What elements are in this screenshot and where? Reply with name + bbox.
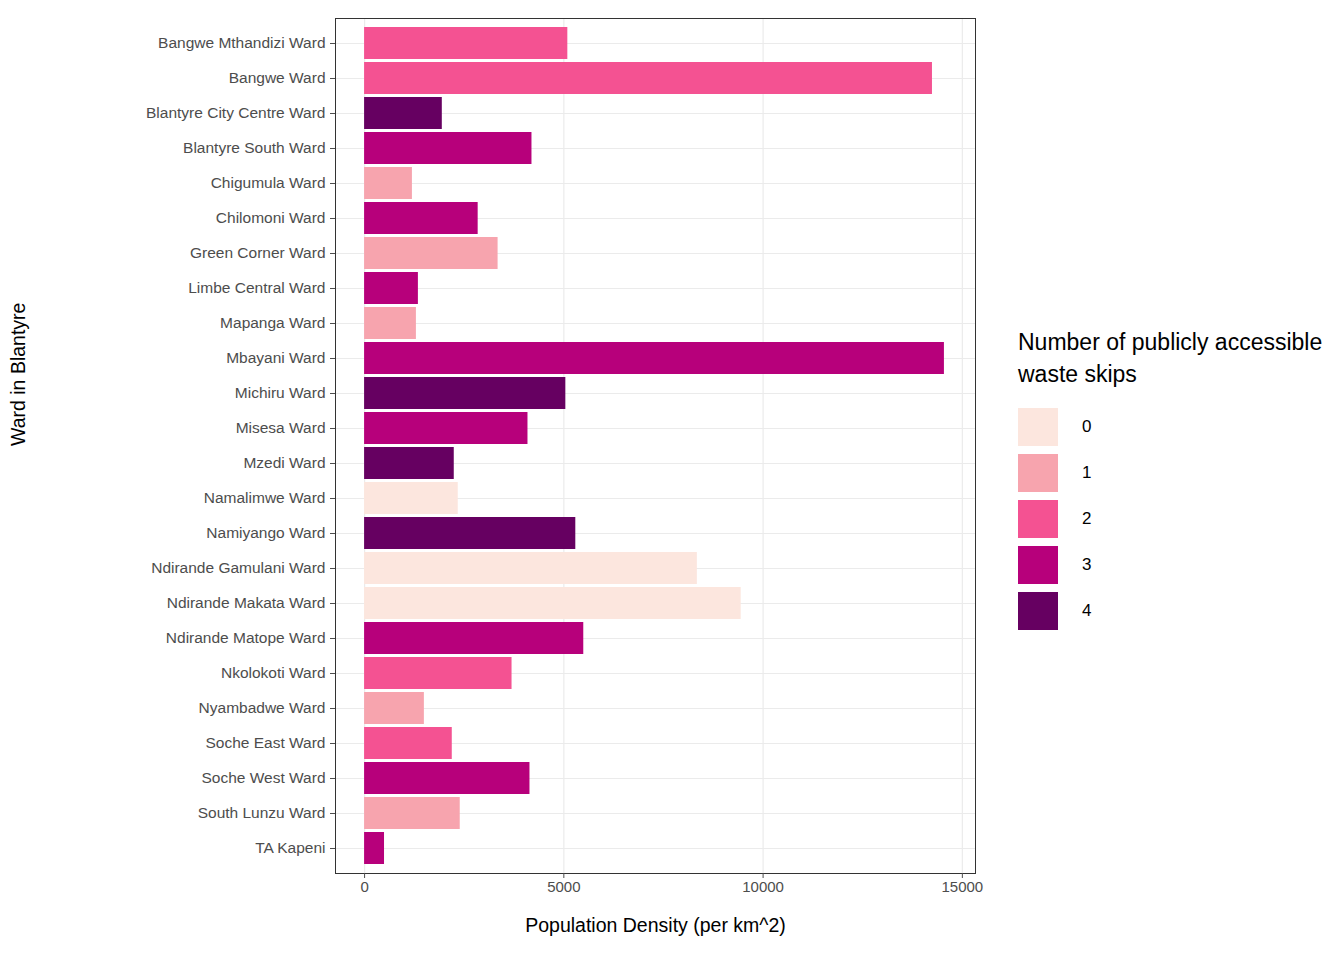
html-text:0: 0 xyxy=(1082,417,1092,436)
html-text:Number of publicly accessible: Number of publicly accessible waste skip… xyxy=(1018,329,1323,387)
html-text:2: 2 xyxy=(1082,509,1092,528)
svg-text:TA Kapeni: TA Kapeni xyxy=(255,839,325,856)
svg-text:10000: 10000 xyxy=(742,878,784,895)
svg-text:Chigumula Ward: Chigumula Ward xyxy=(211,174,326,191)
svg-text:Soche East Ward: Soche East Ward xyxy=(205,734,325,751)
svg-text:Ndirande Gamulani Ward: Ndirande Gamulani Ward xyxy=(151,559,325,576)
html-text:1: 1 xyxy=(1082,463,1092,482)
svg-text:Mapanga Ward: Mapanga Ward xyxy=(220,314,325,331)
svg-text:Namalimwe Ward: Namalimwe Ward xyxy=(204,489,326,506)
svg-text:Ndirande Makata Ward: Ndirande Makata Ward xyxy=(167,594,326,611)
html-text:4: 4 xyxy=(1082,601,1092,620)
svg-text:Misesa Ward: Misesa Ward xyxy=(236,419,326,436)
svg-text:Ward in Blantyre: Ward in Blantyre xyxy=(7,303,29,446)
svg-text:0: 0 xyxy=(360,878,368,895)
svg-text:Limbe Central Ward: Limbe Central Ward xyxy=(188,279,325,296)
svg-text:Green Corner Ward: Green Corner Ward xyxy=(190,244,326,261)
svg-text:Chilomoni Ward: Chilomoni Ward xyxy=(216,209,326,226)
svg-text:Michiru Ward: Michiru Ward xyxy=(235,384,326,401)
svg-text:Blantyre City Centre Ward: Blantyre City Centre Ward xyxy=(146,104,325,121)
svg-text:Namiyango Ward: Namiyango Ward xyxy=(206,524,325,541)
svg-text:Bangwe Ward: Bangwe Ward xyxy=(229,69,326,86)
svg-text:15000: 15000 xyxy=(941,878,983,895)
svg-text:Nkolokoti Ward: Nkolokoti Ward xyxy=(221,664,326,681)
svg-text:South Lunzu Ward: South Lunzu Ward xyxy=(198,804,326,821)
svg-text:5000: 5000 xyxy=(547,878,580,895)
svg-text:Soche West Ward: Soche West Ward xyxy=(201,769,325,786)
svg-text:Ndirande Matope Ward: Ndirande Matope Ward xyxy=(166,629,326,646)
svg-text:Bangwe Mthandizi Ward: Bangwe Mthandizi Ward xyxy=(158,34,325,51)
svg-text:Mzedi Ward: Mzedi Ward xyxy=(243,454,325,471)
svg-text:Population Density (per km^2): Population Density (per km^2) xyxy=(525,914,786,936)
html-text:3: 3 xyxy=(1082,555,1092,574)
svg-text:Nyambadwe Ward: Nyambadwe Ward xyxy=(199,699,326,716)
svg-text:Blantyre South Ward: Blantyre South Ward xyxy=(183,139,325,156)
svg-text:Mbayani Ward: Mbayani Ward xyxy=(226,349,325,366)
